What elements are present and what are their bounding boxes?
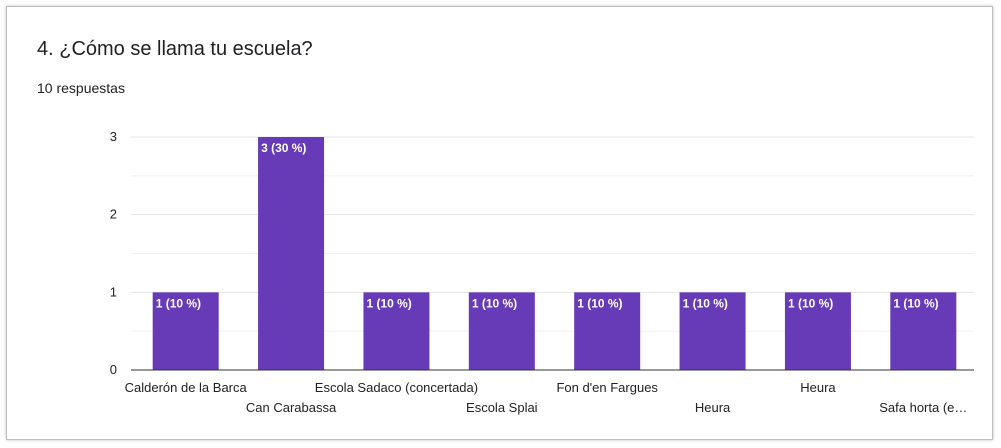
bar: [890, 292, 957, 370]
x-tick-label: Calderón de la Barca: [125, 380, 248, 395]
y-tick-label: 2: [110, 207, 117, 222]
bar: [679, 292, 746, 370]
response-count: 10 respuestas: [37, 80, 125, 96]
x-tick-label: Fon d'en Fargues: [556, 380, 658, 395]
bar-data-label: 3 (30 %): [261, 141, 306, 155]
bar-data-label: 1 (10 %): [893, 296, 938, 310]
bar-data-label: 1 (10 %): [577, 296, 622, 310]
bar-data-label: 1 (10 %): [683, 296, 728, 310]
bar: [152, 292, 219, 370]
x-tick-label: Heura: [695, 400, 731, 415]
bar: [363, 292, 430, 370]
bar-data-label: 1 (10 %): [366, 296, 411, 310]
y-tick-label: 3: [110, 129, 117, 144]
y-tick-label: 1: [110, 284, 117, 299]
bar-data-label: 1 (10 %): [472, 296, 517, 310]
bar: [468, 292, 535, 370]
y-tick-label: 0: [110, 362, 117, 377]
x-tick-label: Can Carabassa: [246, 400, 337, 415]
x-tick-label: Heura: [800, 380, 836, 395]
x-tick-label: Safa horta (e…: [879, 400, 967, 415]
question-title: 4. ¿Cómo se llama tu escuela?: [37, 38, 313, 60]
x-tick-label: Escola Splai: [466, 400, 538, 415]
bar-data-label: 1 (10 %): [788, 296, 833, 310]
bar: [258, 137, 325, 370]
bar: [574, 292, 641, 370]
bar-data-label: 1 (10 %): [156, 296, 201, 310]
bar: [784, 292, 851, 370]
x-tick-label: Escola Sadaco (concertada): [315, 380, 478, 395]
